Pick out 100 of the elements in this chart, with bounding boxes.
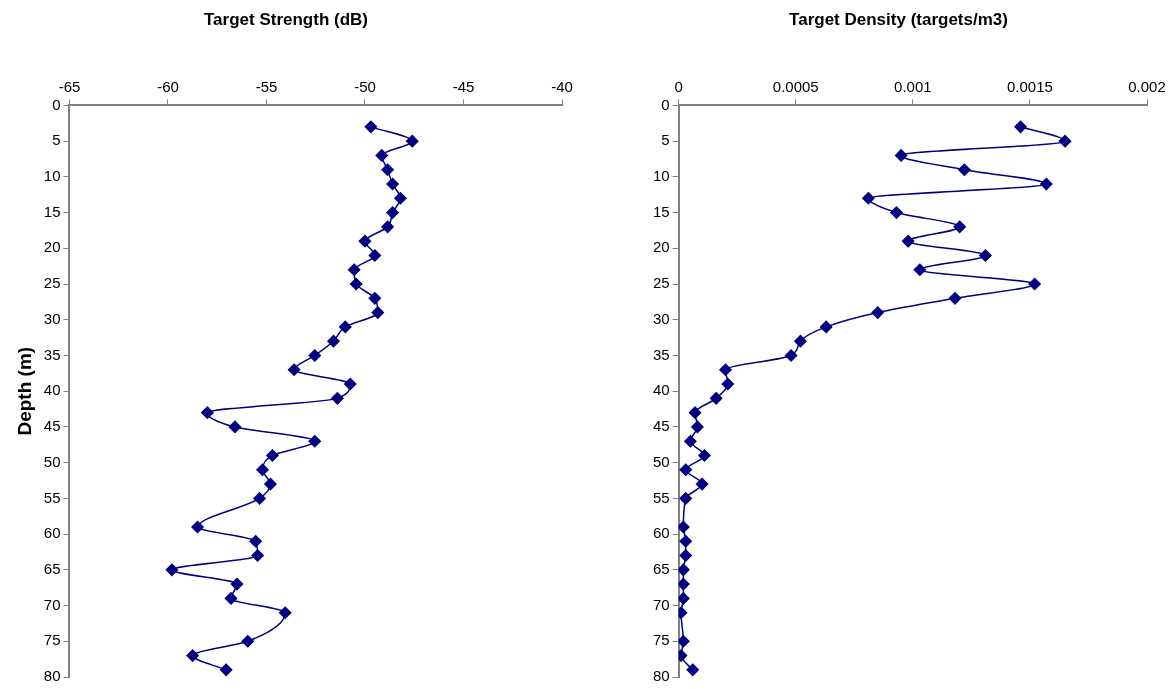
point — [347, 263, 361, 276]
y-tick-label: 25 — [653, 274, 670, 292]
point — [256, 463, 269, 477]
point — [953, 220, 966, 234]
y-tick-label: 50 — [653, 452, 670, 470]
y-tick-label: 80 — [43, 667, 61, 685]
point — [678, 577, 690, 591]
y-tick-label: 15 — [653, 202, 670, 220]
point — [165, 563, 179, 577]
x-tick-label: 0.0015 — [1006, 77, 1053, 95]
x-tick-label: 0.001 — [894, 77, 932, 95]
x-tick-label: 0 — [674, 77, 683, 95]
point — [871, 306, 884, 319]
point — [381, 163, 394, 176]
point — [719, 363, 732, 377]
point — [913, 263, 927, 276]
point — [979, 249, 992, 262]
point — [331, 392, 344, 405]
point — [251, 549, 264, 562]
point — [339, 320, 352, 334]
point — [679, 549, 692, 562]
point — [278, 606, 292, 619]
chart-title: Target Strength (dB) — [203, 9, 369, 29]
point — [343, 377, 357, 391]
y-tick-label: 0 — [661, 95, 670, 113]
point — [364, 120, 378, 134]
point — [901, 234, 915, 248]
point — [1058, 134, 1072, 148]
point — [371, 306, 385, 319]
chart-title: Target Density (targets/m3) — [789, 9, 1008, 29]
point — [691, 420, 704, 434]
point — [678, 520, 690, 534]
x-tick-label: -55 — [255, 77, 278, 95]
y-tick-label: 40 — [43, 381, 61, 399]
y-tick-label: 40 — [653, 381, 670, 399]
point — [698, 449, 711, 462]
x-tick-label: -50 — [354, 77, 376, 95]
point — [201, 406, 214, 419]
y-tick-label: 35 — [653, 345, 670, 363]
point — [308, 434, 322, 448]
y-tick-label: 35 — [43, 345, 61, 363]
y-tick-label: 60 — [653, 524, 670, 542]
y-tick-label: 0 — [52, 95, 61, 113]
y-tick-label: 65 — [43, 559, 61, 577]
point — [695, 477, 709, 491]
point — [679, 535, 692, 548]
x-tick-label: -45 — [452, 77, 475, 95]
point — [253, 492, 266, 505]
y-tick-label: 70 — [653, 595, 670, 613]
y-tick-label: 15 — [43, 202, 61, 220]
point — [1040, 177, 1053, 191]
point — [266, 449, 279, 462]
point — [368, 249, 382, 262]
point — [230, 577, 244, 591]
point — [819, 320, 833, 334]
point — [386, 177, 399, 191]
y-tick-label: 45 — [653, 417, 670, 435]
point — [678, 592, 690, 605]
point — [958, 163, 971, 176]
point — [186, 649, 199, 662]
y-tick-label: 60 — [43, 524, 61, 542]
point — [679, 463, 692, 477]
point — [368, 292, 382, 305]
point — [287, 363, 301, 377]
y-tick-label: 80 — [653, 667, 670, 685]
x-tick-label: -65 — [58, 77, 81, 95]
x-tick-label: 0.0005 — [772, 77, 819, 95]
y-axis-title: Depth (m) — [13, 346, 35, 436]
point — [375, 149, 388, 162]
y-tick-label: 30 — [653, 309, 670, 327]
y-tick-label: 10 — [43, 166, 61, 184]
point — [688, 406, 702, 419]
point — [228, 420, 242, 434]
x-tick-label: -40 — [551, 77, 573, 95]
y-tick-label: 45 — [43, 417, 61, 435]
point — [249, 535, 262, 548]
point — [219, 663, 233, 677]
y-tick-label: 55 — [43, 488, 61, 506]
point — [862, 192, 875, 205]
point — [394, 192, 407, 205]
y-tick-label: 70 — [43, 595, 61, 613]
point — [890, 206, 903, 219]
point — [224, 592, 238, 605]
y-tick-label: 5 — [661, 131, 670, 149]
y-tick-label: 5 — [52, 131, 61, 149]
point — [684, 434, 697, 448]
point — [679, 492, 692, 505]
point — [948, 292, 962, 305]
x-tick-label: 0.002 — [1128, 77, 1166, 95]
y-tick-label: 75 — [43, 631, 61, 649]
point — [784, 349, 798, 362]
point — [349, 277, 363, 291]
point — [709, 392, 723, 405]
point — [721, 377, 735, 391]
point — [794, 334, 807, 348]
y-tick-label: 30 — [43, 309, 61, 327]
point — [406, 134, 419, 148]
point — [1028, 277, 1041, 291]
point — [1014, 120, 1027, 134]
point — [686, 663, 699, 677]
